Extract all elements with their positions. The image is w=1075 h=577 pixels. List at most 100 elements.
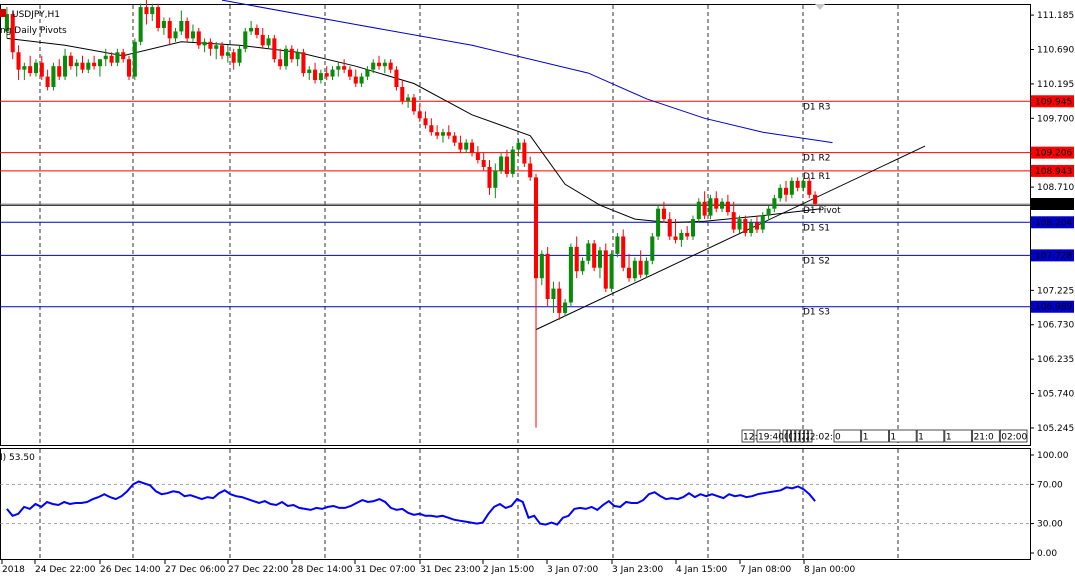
candle-body	[202, 41, 207, 46]
candle-body	[801, 180, 806, 188]
candle-body	[632, 260, 637, 279]
candle-body	[423, 118, 428, 126]
candle-body	[679, 232, 684, 240]
candle-body	[289, 48, 294, 60]
time-box	[889, 429, 917, 443]
candle-body	[522, 142, 527, 164]
candlesticks	[4, 0, 818, 428]
candle-body	[731, 212, 736, 230]
candle-body	[45, 76, 50, 88]
pivot-price-tag	[1031, 146, 1074, 159]
candle-body	[220, 45, 225, 56]
candle-body	[167, 20, 172, 39]
candle-body	[22, 66, 27, 70]
candle-body	[452, 135, 457, 143]
candle-body	[208, 41, 213, 49]
time-tick-label: 27 Dec 06:00	[165, 565, 226, 575]
pivot-label-r1: D1 R1	[803, 172, 831, 182]
ma-fast-line	[6, 37, 821, 224]
candle-body	[754, 222, 759, 230]
pivot-label-s3: D1 S3	[803, 308, 830, 318]
time-box	[786, 429, 791, 443]
time-box	[741, 429, 755, 443]
candle-body	[109, 55, 114, 63]
time-box	[791, 429, 796, 443]
price-tick-label: 111.185	[1037, 11, 1074, 21]
pivot-price-tag	[1031, 95, 1074, 108]
candle-body	[737, 219, 742, 230]
candle-body	[621, 236, 626, 268]
price-tick-label: 110.690	[1037, 45, 1074, 55]
price-tick-label: 105.245	[1037, 424, 1074, 434]
candle-body	[382, 62, 387, 67]
time-tick-label: 26 Dec 14:00	[100, 565, 161, 575]
time-tick-label: 2 Jan 15:00	[483, 565, 535, 575]
candle-body	[644, 260, 649, 275]
time-tick-label: 31 Dec 07:00	[355, 565, 416, 575]
candle-body	[92, 62, 97, 67]
candle-body	[359, 76, 364, 84]
trendline-line	[535, 145, 926, 331]
candle-body	[545, 253, 550, 300]
rsi-panel-frame	[0, 448, 1031, 560]
trendline[interactable]	[535, 145, 926, 331]
candle-body	[330, 69, 335, 77]
candle-body	[743, 219, 748, 233]
candle-body	[580, 260, 585, 272]
rsi-tick-label: 70.00	[1037, 480, 1063, 490]
rsi-tick-label: 0.00	[1037, 549, 1057, 559]
price-tick-label: 109.700	[1037, 114, 1074, 124]
candle-body	[429, 125, 434, 133]
time-tick-label: 27 Dec 22:00	[228, 565, 289, 575]
pivot-label-s2: D1 S2	[803, 256, 830, 266]
time-tick-label: 3 Jan 07:00	[547, 565, 599, 575]
candle-body	[86, 62, 91, 70]
time-box	[795, 429, 800, 443]
symbol-icon	[0, 9, 6, 17]
candle-body	[138, 7, 143, 42]
candle-body	[254, 27, 259, 35]
time-box	[808, 429, 813, 443]
candle-body	[650, 236, 655, 261]
candle-body	[760, 215, 765, 230]
current-price-label: 108.467	[1035, 200, 1072, 210]
candle-body	[10, 14, 15, 53]
candle-body	[324, 73, 329, 77]
time-box-label: 1	[793, 433, 799, 443]
candle-body	[470, 142, 475, 154]
candle-body	[144, 7, 149, 15]
price-tick-label: 106.235	[1037, 355, 1074, 365]
candle-body	[435, 132, 440, 136]
time-box-label: 0	[835, 433, 841, 443]
chart-shift-marker-icon[interactable]	[815, 4, 825, 10]
pivot-price-tag-label: 108.204	[1035, 218, 1072, 228]
candle-body	[336, 66, 341, 70]
pivot-price-tag	[1031, 300, 1074, 313]
candle-body	[150, 7, 155, 15]
time-tick-label: 8 Jan 00:00	[804, 565, 856, 575]
time-tick-label: 4 Jan 15:00	[676, 565, 728, 575]
candle-body	[813, 194, 818, 204]
time-box-label: 21:0	[974, 433, 994, 443]
candle-body	[638, 260, 643, 275]
candle-body	[406, 97, 411, 101]
pivot-label-s1: D1 S1	[803, 223, 830, 233]
pivot-price-tag	[1031, 249, 1074, 262]
price-tick-label: 110.195	[1037, 80, 1074, 90]
candle-body	[586, 243, 591, 261]
candle-body	[499, 156, 504, 171]
candle-body	[568, 246, 573, 303]
pivot-lines: D1 R3 109.945 D1 R2 109.206 D1 R1 108.943 D1 P…	[0, 95, 1074, 318]
time-axis: 2018 24 Dec 22:00 26 Dec 14:00 27 Dec 06:00…	[1, 560, 856, 575]
candle-body	[63, 55, 68, 77]
candle-body	[68, 55, 73, 67]
time-box-label: 12:0	[743, 433, 763, 443]
candle-body	[557, 288, 562, 313]
candle-body	[365, 69, 370, 77]
candle-body	[609, 253, 614, 289]
candle-body	[307, 69, 312, 74]
pivot-price-tag-label: 108.943	[1035, 167, 1072, 177]
candle-body	[725, 201, 730, 213]
candle-body	[615, 236, 620, 254]
